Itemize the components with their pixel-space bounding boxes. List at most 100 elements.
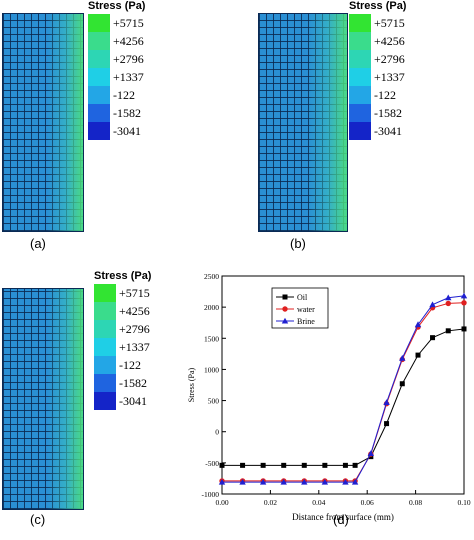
legend-level: +5715 <box>88 14 144 32</box>
data-point <box>445 328 451 334</box>
legend-swatch <box>88 50 110 68</box>
legend-swatch <box>94 302 116 320</box>
legend-value: +2796 <box>374 51 405 66</box>
panel-label-d: (d) <box>333 512 349 527</box>
legend-level: -3041 <box>88 122 141 140</box>
y-tick-label: 2000 <box>204 303 219 312</box>
legend-value: -1582 <box>119 375 147 390</box>
data-point <box>281 317 289 324</box>
data-point <box>445 294 452 301</box>
legend-level: -122 <box>88 86 135 104</box>
data-point <box>352 462 358 468</box>
panel-a: Stress (Pa) +5715 +4256 +2796 +1337 -122 -158… <box>0 0 235 255</box>
x-tick-label: 0.04 <box>312 498 325 507</box>
legend-swatch <box>88 104 110 122</box>
data-point <box>342 478 349 485</box>
legend-value: +5715 <box>374 15 405 30</box>
legend-value: -3041 <box>119 393 147 408</box>
legend-value: +2796 <box>113 51 144 66</box>
legend-value: +2796 <box>119 321 150 336</box>
series-water <box>219 300 467 484</box>
data-point <box>219 462 225 468</box>
y-tick-label: -1000 <box>202 490 220 499</box>
data-point <box>218 478 226 485</box>
y-tick-label: -500 <box>205 459 219 468</box>
data-point <box>461 300 467 306</box>
legend-value: -1582 <box>113 105 141 120</box>
legend-level: -1582 <box>94 374 147 392</box>
panel-d: 0.00 0.02 0.04 0.06 0.08 0.10 -1000 -500 0 500 100… <box>180 265 474 535</box>
series-brine <box>218 292 468 485</box>
legend-level: +1337 <box>349 68 405 86</box>
legend-value: -122 <box>374 87 396 102</box>
stress-line-chart: 0.00 0.02 0.04 0.06 0.08 0.10 -1000 -500 0 500 100… <box>187 272 471 522</box>
legend-swatch <box>349 14 371 32</box>
legend-entry: Oil <box>297 293 308 302</box>
legend-swatch <box>349 86 371 104</box>
legend-value: -3041 <box>113 123 141 138</box>
legend-value: +4256 <box>374 33 405 48</box>
data-point <box>322 462 328 468</box>
data-point <box>321 478 329 485</box>
stress-contour-mesh-c <box>2 288 84 510</box>
data-point <box>461 326 467 332</box>
legend-entry: water <box>297 305 315 314</box>
data-point <box>351 478 359 485</box>
legend-swatch <box>88 86 110 104</box>
x-tick-label: 0.10 <box>457 498 470 507</box>
stress-contour-mesh-b <box>258 13 348 232</box>
data-point <box>445 300 451 307</box>
panel-label-c: (c) <box>30 512 46 527</box>
data-point <box>460 292 468 299</box>
legend-value: +5715 <box>119 285 150 300</box>
y-tick-label: 1000 <box>204 365 219 374</box>
legend-level: +1337 <box>88 68 144 86</box>
legend-level: -1582 <box>349 104 402 122</box>
legend-swatch <box>88 32 110 50</box>
legend-title: Stress (Pa) <box>349 0 407 12</box>
panel-label-b: (b) <box>290 236 306 251</box>
legend-entry: Brine <box>297 317 315 326</box>
series-line <box>222 328 465 466</box>
x-axis-label: Distance from surface (mm) <box>292 512 394 522</box>
x-tick-label: 0.00 <box>215 498 228 507</box>
legend-swatch <box>94 338 116 356</box>
plot-frame <box>221 275 465 495</box>
data-point <box>240 462 246 468</box>
data-point <box>367 450 375 457</box>
legend-swatch <box>94 392 116 410</box>
legend-value: -1582 <box>374 105 402 120</box>
legend-swatch <box>88 122 110 140</box>
x-tick-label: 0.08 <box>409 498 422 507</box>
data-point <box>280 478 287 485</box>
legend-value: +1337 <box>113 69 144 84</box>
legend-swatch <box>94 284 116 302</box>
legend-level: +2796 <box>88 50 144 68</box>
data-point <box>260 462 266 468</box>
legend-swatch <box>88 68 110 86</box>
legend-value: +5715 <box>113 15 144 30</box>
data-point <box>239 478 246 485</box>
data-point <box>342 462 348 468</box>
legend-swatch <box>94 356 116 374</box>
data-point <box>282 306 288 312</box>
series-oil <box>219 326 467 468</box>
stress-contour-mesh-a <box>2 13 84 232</box>
legend-title: Stress (Pa) <box>94 270 152 282</box>
data-point <box>259 478 267 485</box>
legend-value: -122 <box>119 357 141 372</box>
data-point <box>301 462 307 468</box>
x-tick-label: 0.06 <box>361 498 374 507</box>
legend-level: +1337 <box>94 338 150 356</box>
legend-level: +5715 <box>94 284 150 302</box>
legend-level: -3041 <box>94 392 147 410</box>
legend-level: -122 <box>349 86 396 104</box>
legend-level: +2796 <box>349 50 405 68</box>
legend-level: +4256 <box>88 32 144 50</box>
data-point <box>399 354 406 361</box>
series-line <box>222 302 465 482</box>
y-tick-label: 1500 <box>204 334 219 343</box>
data-point <box>429 301 436 308</box>
data-point <box>383 399 390 405</box>
legend-value: +1337 <box>374 69 405 84</box>
